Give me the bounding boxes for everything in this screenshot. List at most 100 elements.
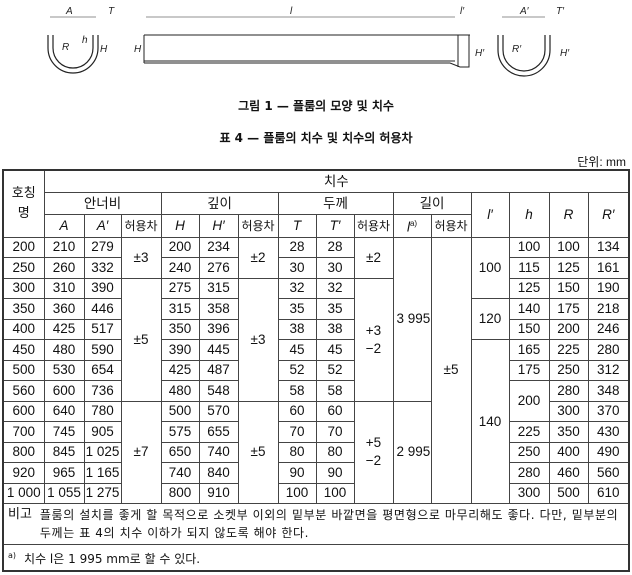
header-T-prime: T′ bbox=[315, 214, 355, 238]
label-h: h bbox=[82, 35, 88, 46]
cell-H-prime: 315 bbox=[198, 277, 239, 299]
cell-H-prime: 548 bbox=[198, 380, 239, 402]
cell-T-prime: 35 bbox=[315, 298, 355, 320]
table-row: 700 745 905 575 655 70 70 225 350 430 bbox=[2, 421, 630, 443]
header-R: R bbox=[548, 192, 589, 238]
cell-H: 480 bbox=[160, 380, 200, 402]
cell-H: 350 bbox=[160, 318, 200, 340]
cell-T: 60 bbox=[277, 400, 317, 422]
label-l: l bbox=[290, 6, 293, 17]
cell-R-prime: 312 bbox=[587, 359, 630, 381]
cell-T-prime: 70 bbox=[315, 421, 355, 443]
cell-T-prime: 38 bbox=[315, 318, 355, 340]
cell-R: 200 bbox=[548, 318, 589, 340]
cell-tol-H: ±2 bbox=[237, 236, 279, 279]
cell-R: 500 bbox=[548, 482, 589, 504]
header-l-text: l bbox=[406, 219, 410, 235]
cell-H: 240 bbox=[160, 257, 200, 279]
cell-H-prime: 655 bbox=[198, 421, 239, 443]
cell-T-prime: 80 bbox=[315, 441, 355, 463]
footnote-ref: a) bbox=[409, 219, 418, 228]
cell-R: 150 bbox=[548, 277, 589, 299]
cell-nominal: 300 bbox=[2, 277, 45, 299]
cell-R-prime: 218 bbox=[587, 298, 630, 320]
cell-A: 530 bbox=[43, 359, 85, 381]
cell-T: 58 bbox=[277, 380, 317, 402]
cell-nominal: 500 bbox=[2, 359, 45, 381]
cell-A: 210 bbox=[43, 236, 85, 258]
label-R: R bbox=[62, 42, 69, 53]
label-H-prime: H′ bbox=[560, 48, 570, 59]
cell-A-prime: 1 165 bbox=[83, 462, 122, 484]
cell-T: 70 bbox=[277, 421, 317, 443]
label-H-main: H bbox=[134, 44, 142, 55]
cell-tol-H: ±5 bbox=[237, 400, 279, 504]
cell-A-prime: 654 bbox=[83, 359, 122, 381]
cell-T-prime: 58 bbox=[315, 380, 355, 402]
cell-H-prime: 358 bbox=[198, 298, 239, 320]
cell-l: 2 995 bbox=[392, 400, 432, 504]
table-row: 500 530 654 425 487 52 52 175 250 312 bbox=[2, 359, 630, 381]
cell-h: 280 bbox=[508, 462, 550, 484]
cell-A: 260 bbox=[43, 257, 85, 279]
cell-A-prime: 446 bbox=[83, 298, 122, 320]
cell-A: 745 bbox=[43, 421, 85, 443]
cell-A-prime: 780 bbox=[83, 400, 122, 422]
cell-A-prime: 1 275 bbox=[83, 482, 122, 504]
cell-T: 45 bbox=[277, 339, 317, 361]
cell-H: 390 bbox=[160, 339, 200, 361]
dimension-table: 호칭명 치수 안너비 깊이 두께 길이 l′ h R R′ A A′ 허용차 H … bbox=[2, 169, 630, 572]
cell-l-prime: 120 bbox=[470, 298, 510, 340]
cell-T: 38 bbox=[277, 318, 317, 340]
cell-nominal: 250 bbox=[2, 257, 45, 279]
cell-h: 300 bbox=[508, 482, 550, 504]
cell-H: 200 bbox=[160, 236, 200, 258]
cell-T-prime: 45 bbox=[315, 339, 355, 361]
header-tol-T: 허용차 bbox=[353, 214, 394, 238]
header-A: A bbox=[43, 214, 85, 238]
cell-H-prime: 396 bbox=[198, 318, 239, 340]
cell-tol-T: +3 −2 bbox=[353, 277, 394, 402]
cell-nominal: 700 bbox=[2, 421, 45, 443]
remark-text: 플룸의 설치를 좋게 할 목적으로 소켓부 이외의 밑부분 바깥면을 평면형으로… bbox=[39, 508, 619, 540]
cell-R-prime: 280 bbox=[587, 339, 630, 361]
header-tol-H: 허용차 bbox=[237, 214, 279, 238]
footnote-mark: a) bbox=[8, 551, 17, 560]
cell-H-prime: 234 bbox=[198, 236, 239, 258]
remark-row: 비고 플룸의 설치를 좋게 할 목적으로 소켓부 이외의 밑부분 바깥면을 평면형… bbox=[2, 503, 630, 545]
cell-H-prime: 276 bbox=[198, 257, 239, 279]
table-row: 1 000 1 055 1 275 800 910 100 100 300 500 610 bbox=[2, 482, 630, 504]
cell-nominal: 600 bbox=[2, 400, 45, 422]
cell-H-prime: 570 bbox=[198, 400, 239, 422]
cell-R-prime: 430 bbox=[587, 421, 630, 443]
footnote-text: 치수 l은 1 995 mm로 할 수 있다. bbox=[24, 552, 201, 566]
cell-A: 360 bbox=[43, 298, 85, 320]
table-row: 920 965 1 165 740 840 90 90 280 460 560 bbox=[2, 462, 630, 484]
header-H-prime: H′ bbox=[198, 214, 239, 238]
cell-A-prime: 517 bbox=[83, 318, 122, 340]
cell-H: 500 bbox=[160, 400, 200, 422]
cell-R-prime: 560 bbox=[587, 462, 630, 484]
cell-H: 575 bbox=[160, 421, 200, 443]
cell-T-prime: 52 bbox=[315, 359, 355, 381]
cell-h: 100 bbox=[508, 236, 550, 258]
cell-T: 35 bbox=[277, 298, 317, 320]
header-T: T bbox=[277, 214, 317, 238]
cell-A: 640 bbox=[43, 400, 85, 422]
cell-l-prime: 140 bbox=[470, 339, 510, 504]
cell-H-prime: 445 bbox=[198, 339, 239, 361]
cell-nominal: 200 bbox=[2, 236, 45, 258]
cell-A-prime: 1 025 bbox=[83, 441, 122, 463]
cell-H: 650 bbox=[160, 441, 200, 463]
cell-tol-A: ±5 bbox=[120, 277, 162, 402]
header-nominal: 호칭명 bbox=[2, 169, 45, 238]
footnote-cell: a) 치수 l은 1 995 mm로 할 수 있다. bbox=[2, 544, 630, 572]
cell-R: 350 bbox=[548, 421, 589, 443]
label-A-prime: A′ bbox=[519, 6, 530, 17]
cell-l-prime: 100 bbox=[470, 236, 510, 299]
cell-A-prime: 332 bbox=[83, 257, 122, 279]
cell-R: 460 bbox=[548, 462, 589, 484]
unit-label: 단위: mm bbox=[577, 155, 626, 169]
header-dims: 치수 bbox=[43, 169, 630, 193]
cell-A-prime: 736 bbox=[83, 380, 122, 402]
